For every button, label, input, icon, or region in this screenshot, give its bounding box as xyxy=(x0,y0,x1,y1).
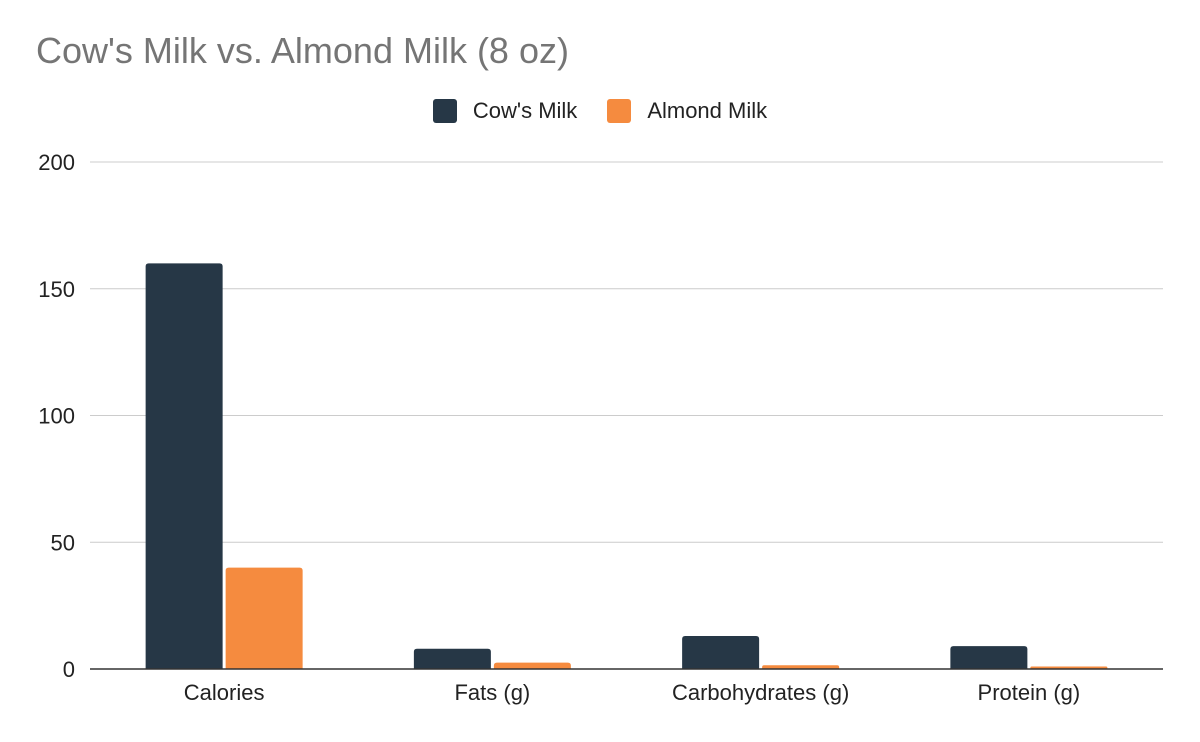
bars xyxy=(145,263,1108,669)
legend-item-cows-milk: Cow's Milk xyxy=(432,98,578,124)
y-tick-label: 50 xyxy=(51,530,75,555)
legend-label-almond-milk: Almond Milk xyxy=(647,98,768,123)
x-tick-label: Protein (g) xyxy=(978,680,1081,705)
legend: Cow's Milk Almond Milk xyxy=(0,98,1200,124)
bar-cows-milk-0 xyxy=(145,263,223,669)
bar-almond-milk-1 xyxy=(493,662,571,669)
bar-cows-milk-1 xyxy=(413,648,491,669)
y-tick-label: 0 xyxy=(63,657,75,682)
x-tick-label: Carbohydrates (g) xyxy=(672,680,849,705)
gridlines xyxy=(90,161,1163,543)
chart-title: Cow's Milk vs. Almond Milk (8 oz) xyxy=(36,30,569,71)
bar-cows-milk-2 xyxy=(682,636,760,669)
legend-swatch-almond-milk xyxy=(607,99,632,123)
y-axis-ticks: 0 50 100 150 200 xyxy=(38,150,75,682)
bar-almond-milk-0 xyxy=(225,567,303,669)
y-tick-label: 150 xyxy=(38,277,75,302)
legend-label-cows-milk: Cow's Milk xyxy=(472,98,578,123)
x-tick-label: Calories xyxy=(184,680,265,705)
bar-almond-milk-2 xyxy=(762,665,840,669)
y-tick-label: 100 xyxy=(38,404,75,429)
legend-item-almond-milk: Almond Milk xyxy=(607,98,767,124)
legend-swatch-cows-milk xyxy=(432,99,457,123)
x-axis-ticks: Calories Fats (g) Carbohydrates (g) Protein… xyxy=(184,680,1080,705)
x-tick-label: Fats (g) xyxy=(454,680,530,705)
y-tick-label: 200 xyxy=(38,150,75,175)
bar-cows-milk-3 xyxy=(950,646,1028,669)
